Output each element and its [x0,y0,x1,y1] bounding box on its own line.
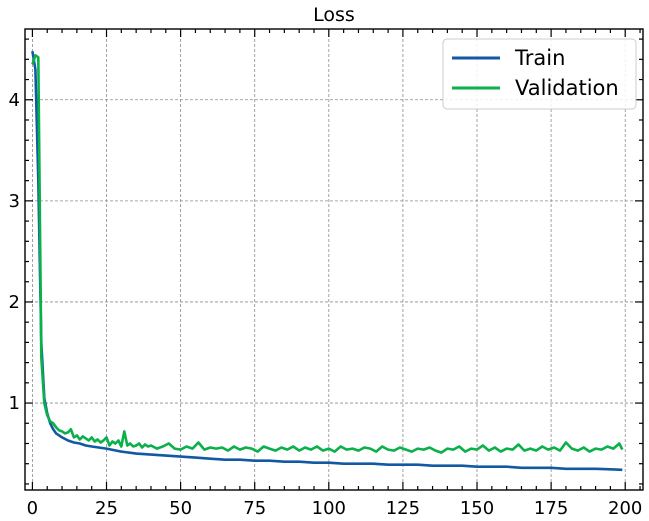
plot-frame [24,28,644,491]
legend-label-train: Train [514,46,565,70]
legend-label-validation: Validation [515,76,619,100]
x-tick-label: 200 [608,498,642,519]
x-tick-label: 150 [460,498,494,519]
y-tick-label: 4 [9,90,20,111]
x-tick-label: 0 [27,498,38,519]
chart-title: Loss [313,4,355,26]
series-lines [31,50,624,472]
x-tick-label: 125 [386,498,420,519]
axis-ticks [25,29,643,490]
x-tick-label: 175 [534,498,568,519]
x-tick-label: 100 [312,498,346,519]
y-tick-label: 1 [9,393,20,414]
y-tick-label: 2 [9,292,20,313]
series-line-train [31,50,623,472]
legend: Train Validation [442,38,637,110]
x-tick-label: 50 [169,498,192,519]
y-tick-label: 3 [9,191,20,212]
tick-labels: 0 25 50 75 100 125 150 175 200 1 2 3 4 [9,90,643,519]
series-line-validation [31,53,624,454]
x-tick-label: 25 [95,498,118,519]
x-tick-label: 75 [243,498,266,519]
